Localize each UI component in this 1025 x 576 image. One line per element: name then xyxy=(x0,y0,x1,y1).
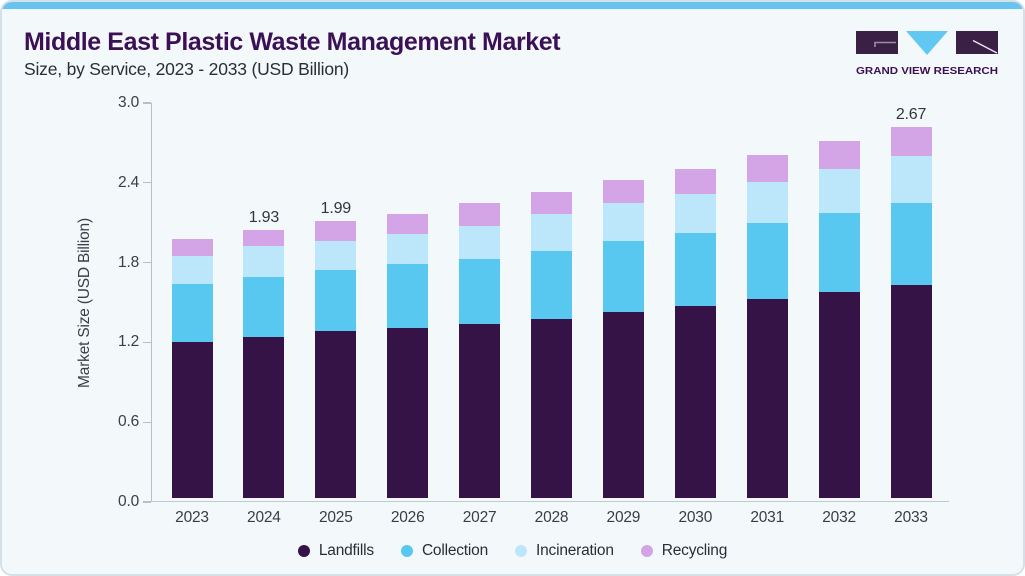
top-accent-bar xyxy=(2,2,1023,9)
gvr-logo-wordmark: GRAND VIEW RESEARCH xyxy=(856,66,998,77)
y-tick-mark xyxy=(143,501,151,503)
bar-segment-recycling-2033 xyxy=(890,126,932,157)
legend-label: Collection xyxy=(421,542,488,559)
x-axis-label: 2029 xyxy=(606,509,641,526)
bar-segment-recycling-2025 xyxy=(315,221,357,241)
bar-segment-collection-2023 xyxy=(171,283,213,343)
x-axis-label: 2024 xyxy=(247,509,281,526)
bar-segment-recycling-2032 xyxy=(818,140,860,169)
legend-item: Incineration xyxy=(515,542,614,560)
bar-segment-collection-2026 xyxy=(387,264,429,329)
bar-segment-landfills-2029 xyxy=(602,311,644,498)
bar-segment-incineration-2031 xyxy=(746,182,788,223)
legend-dot-icon xyxy=(515,545,527,557)
y-tick-label: 1.2 xyxy=(118,333,139,351)
legend-dot-icon xyxy=(400,545,413,557)
legend-label: Incineration xyxy=(536,542,614,559)
bar-segment-incineration-2027 xyxy=(459,225,501,259)
bar-segment-collection-2030 xyxy=(674,232,716,307)
bar-segment-landfills-2025 xyxy=(315,331,357,498)
legend: Landfills Collection Incineration Recycling xyxy=(2,538,1023,564)
bar-segment-incineration-2030 xyxy=(674,193,716,233)
bar-segment-collection-2032 xyxy=(818,213,860,293)
bar-segment-collection-2024 xyxy=(243,277,285,337)
logo-r-stroke xyxy=(972,39,998,54)
legend-dot-icon xyxy=(297,545,310,557)
x-axis-line xyxy=(151,501,949,503)
y-tick-label: 0.0 xyxy=(118,493,139,510)
x-axis-label: 2030 xyxy=(678,509,713,526)
bar-segment-incineration-2033 xyxy=(890,156,932,204)
bar-value-label: 1.99 xyxy=(320,200,352,218)
y-axis-title: Market Size (USD Billion) xyxy=(76,218,93,388)
legend-item: Landfills xyxy=(297,542,374,560)
bar-segment-recycling-2029 xyxy=(602,179,644,204)
legend-label: Recycling xyxy=(661,542,728,559)
bar-segment-recycling-2028 xyxy=(531,192,572,215)
y-tick-mark xyxy=(143,102,151,104)
legend-item: Recycling xyxy=(640,542,728,560)
x-axis-label: 2027 xyxy=(462,509,497,526)
bar-segment-incineration-2028 xyxy=(531,214,572,251)
bar-segment-landfills-2023 xyxy=(171,342,213,498)
x-axis-label: 2025 xyxy=(318,509,353,526)
bar-segment-collection-2031 xyxy=(746,222,788,300)
logo-g-stroke xyxy=(874,41,896,47)
bar-segment-incineration-2025 xyxy=(315,240,357,271)
legend-label: Landfills xyxy=(318,542,374,559)
bar-segment-incineration-2024 xyxy=(243,246,285,277)
bar-segment-collection-2029 xyxy=(602,240,644,312)
bar-segment-incineration-2029 xyxy=(602,203,644,241)
bar-segment-collection-2027 xyxy=(459,258,501,325)
x-axis-label: 2023 xyxy=(175,509,209,526)
x-axis-label: 2033 xyxy=(894,509,928,526)
bar-segment-recycling-2023 xyxy=(171,239,213,257)
bar-segment-collection-2025 xyxy=(315,270,357,332)
x-axis-label: 2026 xyxy=(390,509,425,526)
bar-segment-landfills-2026 xyxy=(387,328,429,498)
bar-segment-recycling-2024 xyxy=(243,229,285,247)
bar-segment-collection-2028 xyxy=(531,250,572,319)
bar-segment-landfills-2033 xyxy=(890,285,932,498)
bar-segment-incineration-2026 xyxy=(387,233,429,265)
bar-segment-recycling-2026 xyxy=(387,214,429,234)
bar-segment-landfills-2031 xyxy=(746,299,788,498)
y-tick-mark xyxy=(143,262,151,264)
y-tick-mark xyxy=(143,182,151,184)
legend-item: Collection xyxy=(400,542,488,560)
bar-segment-recycling-2031 xyxy=(746,154,788,183)
bar-segment-incineration-2032 xyxy=(818,168,860,214)
bar-segment-landfills-2024 xyxy=(243,336,285,498)
y-axis-line xyxy=(151,103,153,502)
page-subtitle: Size, by Service, 2023 - 2033 (USD Billi… xyxy=(24,59,350,79)
page-title: Middle East Plastic Waste Management Mar… xyxy=(24,28,561,56)
bar-segment-incineration-2023 xyxy=(171,256,213,284)
bar-value-label: 1.93 xyxy=(248,208,280,226)
gvr-logo-mark-icon: GRAND VIEW RESEARCH xyxy=(856,31,998,77)
x-axis-label: 2028 xyxy=(534,509,569,526)
x-axis-label: 2031 xyxy=(750,509,785,526)
y-tick-label: 1.8 xyxy=(118,253,139,271)
bar-segment-recycling-2027 xyxy=(459,203,501,226)
bar-segment-landfills-2032 xyxy=(818,292,860,498)
bar-segment-landfills-2030 xyxy=(674,306,716,498)
grand-view-research-logo: GRAND VIEW RESEARCH xyxy=(855,29,999,77)
y-tick-label: 2.4 xyxy=(118,173,139,191)
legend-dot-icon xyxy=(640,545,653,557)
bar-value-label: 2.67 xyxy=(895,105,927,123)
y-tick-mark xyxy=(143,341,151,344)
y-tick-mark xyxy=(143,421,151,423)
logo-v-triangle xyxy=(906,31,948,55)
bar-segment-recycling-2030 xyxy=(674,168,716,194)
x-axis-label: 2032 xyxy=(822,509,856,526)
y-tick-label: 3.0 xyxy=(118,94,139,111)
y-tick-label: 0.6 xyxy=(118,413,139,431)
bar-segment-collection-2033 xyxy=(890,203,932,286)
bar-segment-landfills-2027 xyxy=(459,324,501,498)
bar-segment-landfills-2028 xyxy=(531,318,572,498)
